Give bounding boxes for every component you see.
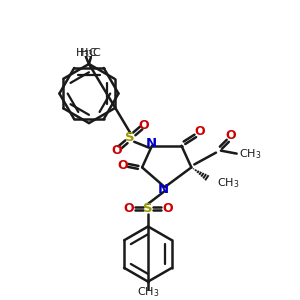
Text: N: N: [146, 137, 157, 150]
Text: S: S: [143, 202, 153, 215]
Text: O: O: [162, 202, 173, 215]
Text: H$_3$C: H$_3$C: [74, 46, 98, 60]
Text: S: S: [125, 131, 135, 144]
Text: O: O: [111, 144, 122, 157]
Text: CH$_3$: CH$_3$: [137, 286, 159, 299]
Text: N: N: [158, 183, 169, 196]
Text: O: O: [117, 159, 128, 172]
Text: H$_3$C: H$_3$C: [80, 46, 102, 60]
Text: O: O: [139, 118, 149, 132]
Text: O: O: [194, 125, 205, 138]
Text: O: O: [225, 129, 236, 142]
Text: O: O: [123, 202, 134, 215]
Text: CH$_3$: CH$_3$: [238, 148, 261, 161]
Text: CH$_3$: CH$_3$: [217, 176, 239, 190]
